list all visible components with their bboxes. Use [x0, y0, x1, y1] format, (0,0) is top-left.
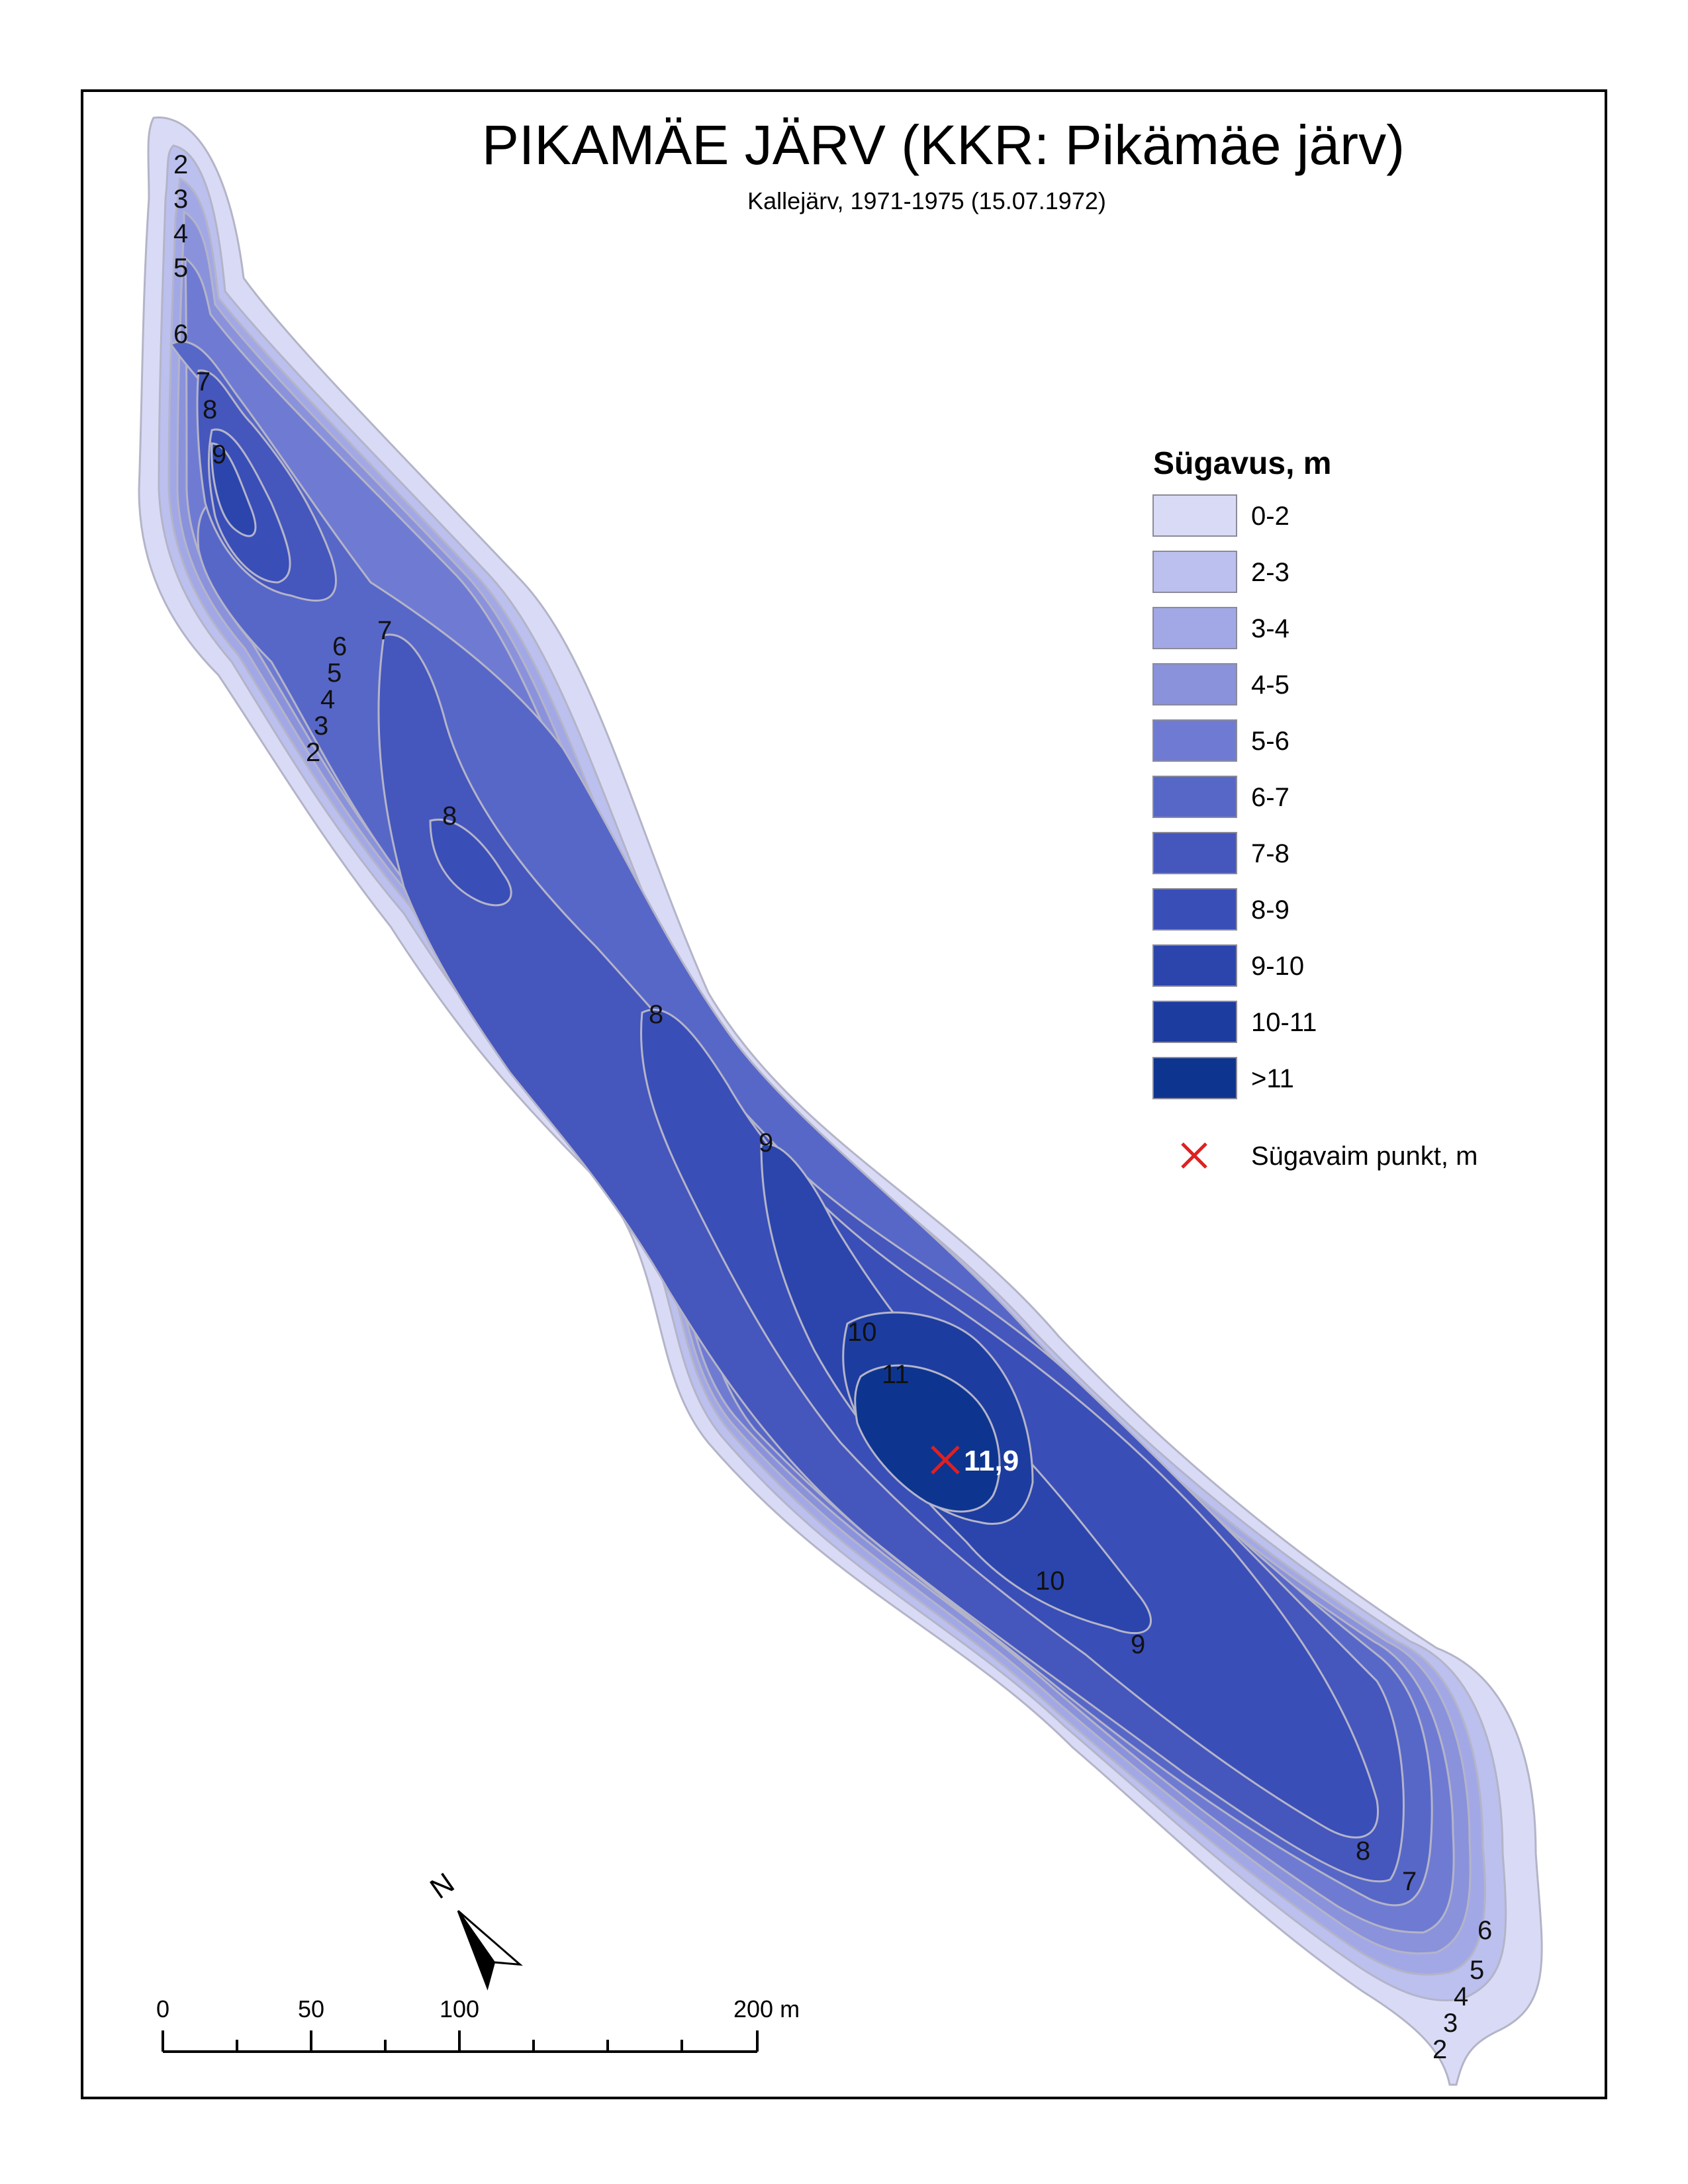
legend-label: 6-7 [1251, 783, 1289, 812]
scale-label: 50 [298, 1995, 324, 2023]
legend-item: 9-10 [1152, 944, 1304, 987]
scale-label: 0 [156, 1995, 169, 2023]
scale-bar: 0 50 100 200 m [156, 1995, 800, 2053]
scale-label: 200 m [733, 1995, 800, 2023]
legend-label: 4-5 [1251, 670, 1289, 700]
legend-swatch [1152, 663, 1237, 705]
legend-item: 7-8 [1152, 832, 1289, 874]
contour-label: 10 [847, 1318, 877, 1347]
contour-label: 2 [306, 738, 320, 767]
contour-label: 6 [332, 632, 347, 661]
legend-label: 8-9 [1251, 895, 1289, 925]
legend-item: 0-2 [1152, 494, 1289, 537]
legend-item: 8-9 [1152, 888, 1289, 931]
map-title: PIKAMÄE JÄRV (KKR: Pikämäe järv) [482, 114, 1405, 176]
contour-label: 7 [196, 367, 211, 396]
legend-label: 7-8 [1251, 839, 1289, 868]
contour-label: 8 [203, 395, 217, 424]
legend-swatch [1152, 494, 1237, 537]
legend-swatch [1152, 607, 1237, 649]
legend-swatch [1152, 551, 1237, 593]
contour-label: 3 [1443, 2009, 1458, 2038]
depth-zone-8-9 [207, 428, 1379, 1839]
legend-swatch [1152, 832, 1237, 874]
legend-label: 2-3 [1251, 558, 1289, 587]
legend-swatch [1152, 1057, 1237, 1099]
contour-label: 3 [173, 185, 188, 214]
contour-label: 2 [173, 150, 188, 179]
contour-label: 4 [320, 685, 335, 714]
legend-item: 5-6 [1152, 719, 1289, 762]
deepest-point-value: 11,9 [964, 1445, 1019, 1477]
scale-label: 100 [440, 1995, 479, 2023]
contour-label: 7 [377, 616, 392, 645]
contour-label: 11 [882, 1360, 910, 1389]
contour-label: 6 [173, 320, 188, 349]
legend-label: 9-10 [1251, 952, 1304, 981]
contour-label: 8 [442, 801, 457, 831]
legend-swatch [1152, 1001, 1237, 1043]
contour-label: 3 [314, 711, 328, 741]
map-subtitle: Kallejärv, 1971-1975 (15.07.1972) [747, 187, 1106, 214]
legend-label: >11 [1251, 1064, 1294, 1093]
legend-item: 2-3 [1152, 551, 1289, 593]
contour-label: 10 [1035, 1567, 1065, 1596]
legend-deepest-point-icon [1181, 1142, 1207, 1169]
contour-label: 4 [173, 219, 188, 248]
contour-label: 9 [212, 440, 226, 469]
lake-depth-map [138, 116, 1543, 2086]
legend-swatch [1152, 888, 1237, 931]
legend-item: 10-11 [1152, 1001, 1317, 1043]
contour-label: 7 [1402, 1867, 1417, 1896]
contour-label: 9 [1131, 1630, 1145, 1659]
contour-label: 5 [1470, 1956, 1484, 1985]
legend-title: Sügavus, m [1153, 446, 1331, 481]
legend-item: >11 [1152, 1057, 1294, 1099]
legend-swatch [1152, 776, 1237, 818]
contour-label: 5 [173, 253, 188, 283]
legend-swatch [1152, 719, 1237, 762]
deepest-point-marker-icon [931, 1445, 960, 1475]
legend-swatch [1152, 944, 1237, 987]
legend-item: 4-5 [1152, 663, 1289, 705]
legend-label: 0-2 [1251, 502, 1289, 531]
legend-item: 6-7 [1152, 776, 1289, 818]
contour-label: 8 [1356, 1837, 1370, 1866]
legend-deepest-point-label: Sügavaim punkt, m [1251, 1142, 1477, 1171]
contour-label: 4 [1454, 1982, 1468, 2011]
north-arrow-icon-right [457, 1910, 523, 1966]
contour-label: 5 [327, 659, 342, 688]
legend: Sügavus, m 0-2 2-3 3-4 4-5 5-6 6-7 7-8 8-9 9-10 1… [1152, 446, 1477, 1171]
contour-label: 2 [1432, 2035, 1447, 2064]
contour-labels: 2 3 4 5 6 7 8 9 6 7 5 4 3 2 8 8 9 10 11 … [173, 150, 1492, 2064]
contour-label: 6 [1477, 1916, 1492, 1945]
legend-item: 3-4 [1152, 607, 1289, 649]
contour-label: 8 [649, 1000, 663, 1029]
legend-label: 5-6 [1251, 727, 1289, 756]
legend-label: 10-11 [1251, 1008, 1317, 1037]
depth-zone-over-11 [854, 1364, 1001, 1513]
contour-label: 9 [759, 1128, 773, 1158]
legend-label: 3-4 [1251, 614, 1289, 643]
deepest-point: 11,9 [931, 1445, 1019, 1477]
depth-zone-9-10 [211, 442, 1152, 1635]
